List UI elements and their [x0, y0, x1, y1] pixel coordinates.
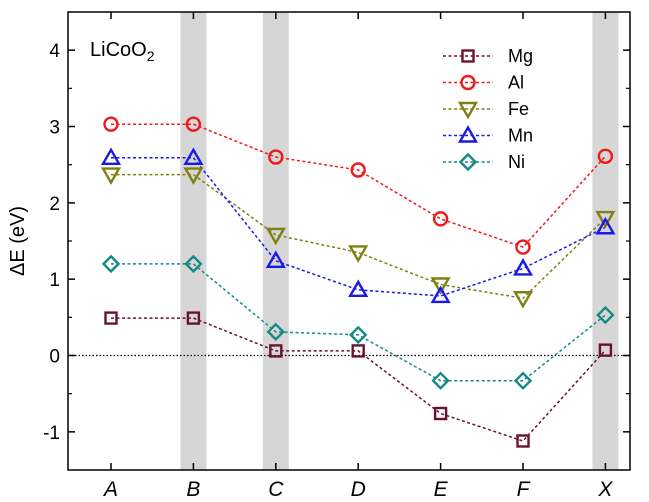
- data-point-mn-x: [595, 216, 616, 235]
- data-point-al-e: [432, 211, 449, 227]
- data-point-mn-a: [100, 147, 122, 165]
- data-point-ni-d: [349, 325, 368, 345]
- data-point-fe-b: [183, 167, 204, 186]
- data-point-fe-d: [348, 245, 369, 263]
- material-label-subscript: 2: [147, 48, 155, 64]
- data-point-ni-x: [596, 305, 615, 325]
- highlight-band-x: [592, 12, 619, 470]
- series-line-ni: [111, 263, 606, 382]
- data-point-al-c: [268, 149, 284, 165]
- data-point-mg-c: [269, 344, 283, 358]
- y-tick-label: -1: [43, 423, 60, 444]
- series-markers: [100, 116, 616, 448]
- x-tick-label-a: A: [102, 478, 118, 501]
- data-point-mn-f: [512, 258, 534, 276]
- series-lines: [111, 123, 606, 442]
- data-point-fe-f: [512, 291, 534, 309]
- data-point-mg-d: [351, 344, 365, 358]
- legend-label-fe: Fe: [508, 99, 529, 119]
- data-point-al-b: [185, 116, 202, 132]
- x-tick-label-d: D: [351, 478, 366, 501]
- legend-label-al: Al: [508, 73, 524, 93]
- x-tick-label-b: B: [186, 478, 200, 501]
- y-axis-title: ΔE (eV): [7, 206, 29, 276]
- legend-marker-mg: [461, 49, 475, 63]
- data-point-ni-b: [184, 254, 203, 274]
- data-point-mg-a: [104, 311, 118, 325]
- data-point-al-f: [515, 239, 531, 255]
- legend-marker-al: [460, 74, 476, 91]
- data-point-mg-b: [186, 311, 201, 325]
- data-point-al-x: [597, 148, 614, 164]
- material-label-base: LiCoO: [90, 39, 147, 61]
- data-point-ni-e: [431, 371, 450, 390]
- data-point-fe-a: [100, 167, 122, 186]
- series-line-mg: [111, 317, 606, 442]
- x-tick-label-c: C: [268, 478, 284, 501]
- data-point-fe-c: [265, 227, 286, 246]
- data-point-fe-x: [595, 210, 616, 229]
- data-point-ni-f: [513, 371, 533, 390]
- data-point-mg-f: [516, 434, 530, 448]
- x-tick-label-x: X: [597, 478, 613, 501]
- legend-marker-mn: [457, 125, 479, 143]
- highlight-band-b: [180, 12, 207, 470]
- x-tick-label-e: E: [434, 478, 449, 501]
- y-tick-label: 4: [49, 41, 60, 62]
- x-tick-label-f: F: [517, 478, 531, 501]
- series-line-al: [111, 123, 606, 248]
- plot-frame: [67, 11, 631, 471]
- data-point-mn-b: [183, 147, 204, 165]
- material-label: LiCoO2: [90, 39, 155, 64]
- series-line-fe: [111, 173, 606, 300]
- y-axis-ticks: -1 0 1 2 3 4: [43, 41, 630, 444]
- data-point-mg-e: [433, 406, 448, 421]
- y-tick-label: 0: [49, 347, 60, 368]
- data-point-mn-c: [265, 250, 286, 269]
- data-point-al-a: [103, 116, 119, 132]
- data-point-mn-e: [430, 285, 451, 304]
- legend-marker-ni: [458, 152, 478, 172]
- legend: Mg Al Fe Mn Ni: [443, 46, 533, 172]
- y-tick-label: 2: [49, 194, 60, 215]
- legend-marker-fe: [457, 101, 479, 120]
- legend-label-mg: Mg: [508, 46, 533, 66]
- y-tick-label: 1: [49, 270, 60, 291]
- data-point-fe-e: [430, 277, 451, 295]
- y-tick-label: 3: [49, 118, 60, 139]
- data-point-mg-x: [598, 343, 613, 357]
- data-point-ni-c: [266, 322, 285, 342]
- data-point-al-d: [350, 162, 366, 178]
- highlight-bands: [180, 12, 619, 470]
- legend-label-ni: Ni: [508, 152, 525, 172]
- data-point-mn-d: [348, 279, 369, 298]
- legend-label-mn: Mn: [508, 126, 533, 146]
- data-point-ni-a: [101, 254, 121, 274]
